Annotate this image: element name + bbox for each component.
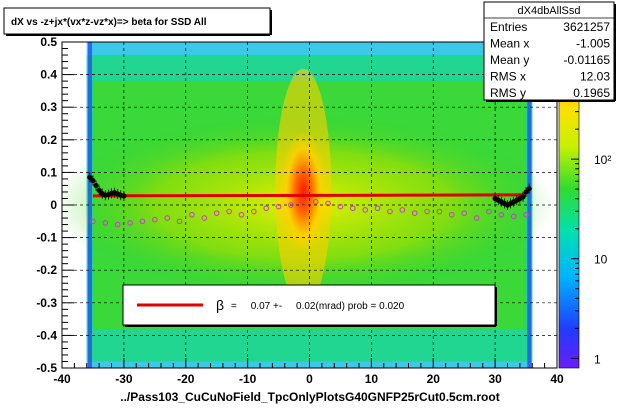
series-1-point [288, 202, 294, 208]
series-0-point [520, 194, 526, 200]
series-1-point [411, 210, 418, 216]
series-1-point [461, 210, 467, 216]
y-axis: -0.5 -0.4 -0.3 -0.2 -0.1 0 0.1 0.2 0.3 0.4 0.5 [36, 35, 74, 375]
title-box: dX vs -z+jx*(vx*z-vz*x)=> beta for SSD A… [3, 7, 272, 36]
data-series-layer [87, 172, 532, 228]
fit-line [92, 193, 527, 198]
y-tick-label: -0.1 [36, 231, 57, 245]
series-1-point [226, 208, 232, 215]
legend-box: β = 0.07 +- 0.02(mrad) prob = 0.020 [122, 284, 497, 327]
y-tick-label: -0.4 [36, 328, 57, 342]
series-1-point [189, 211, 195, 218]
y-tick-label: -0.5 [36, 361, 57, 375]
legend-symbol: β [216, 297, 224, 313]
x-tick-label: 0 [306, 372, 313, 386]
x-tick-label: 30 [488, 372, 502, 386]
series-1-point [387, 208, 393, 215]
series-1-point [473, 215, 480, 221]
series-0-point [526, 186, 532, 192]
series-0-point [87, 174, 93, 180]
series-1-point [300, 200, 307, 207]
stats-label: RMS y [490, 86, 526, 100]
series-1-point [350, 205, 356, 212]
series-1-point [510, 213, 517, 220]
series-1-point [337, 203, 344, 210]
series-1-point [176, 218, 183, 225]
y-tick-label: 0.2 [40, 133, 57, 147]
heat-edge-left [87, 42, 92, 368]
stats-name: dX4dbAllSsd [518, 5, 581, 17]
series-1-point [325, 200, 331, 207]
chart-title: dX vs -z+jx*(vx*z-vz*x)=> beta for SSD A… [11, 17, 207, 28]
stats-label: Entries [490, 20, 527, 34]
series-1-point [251, 208, 257, 215]
stats-value: 3621257 [563, 20, 610, 34]
stats-value: -0.01165 [564, 53, 611, 67]
stats-label: Mean y [490, 53, 529, 67]
series-1-point [523, 211, 529, 218]
x-tick-label: 10 [365, 372, 379, 386]
heat-core [279, 129, 328, 254]
y-tick-label: 0.3 [40, 100, 57, 114]
y-tick-label: 0.1 [40, 165, 57, 179]
series-1-point [449, 211, 455, 218]
series-0-point [96, 187, 102, 193]
series-1-point [362, 207, 368, 213]
heatmap-cells [62, 42, 554, 368]
z-tick-label: 10² [594, 153, 611, 167]
series-1-point [424, 208, 430, 215]
series-1-point [164, 215, 170, 221]
series-1-point [275, 203, 282, 210]
series-1-point [114, 221, 121, 228]
x-tick-label: 20 [427, 372, 441, 386]
z-tick-label: 1 [594, 352, 601, 366]
stats-label: Mean x [490, 37, 529, 51]
stats-box: dX4dbAllSsd Entries 3621257 Mean x -1.005 Me… [483, 1, 616, 102]
legend-text: = 0.07 +- 0.02(mrad) prob = 0.020 [231, 301, 405, 312]
stats-value: 0.1965 [573, 86, 610, 100]
series-1-point [102, 220, 109, 226]
stats-value: 12.03 [580, 70, 610, 84]
x-tick-label: -40 [53, 372, 71, 386]
series-1-point [486, 208, 492, 215]
x-tick-label: 40 [550, 372, 564, 386]
series-0-point [523, 189, 529, 195]
x-axis: -40 -30 -20 -10 0 10 20 30 40 [53, 358, 564, 386]
series-1-point [498, 211, 505, 218]
series-1-point [201, 215, 208, 221]
x-tick-label: -30 [115, 372, 133, 386]
series-1-point [399, 207, 406, 213]
x-axis-label: ../Pass103_CuCuNoField_TpcOnlyPlotsG40GN… [120, 390, 499, 404]
series-0-point [90, 177, 96, 184]
series-1-point [312, 198, 319, 205]
z-tick-label: 10 [594, 253, 608, 267]
stats-rows: Entries 3621257 Mean x -1.005 Mean y -0.01165… [490, 20, 610, 100]
stats-label: RMS x [490, 70, 526, 84]
series-1-point [263, 205, 269, 212]
y-tick-label: 0.4 [40, 68, 57, 82]
heat-edge-right [527, 42, 532, 368]
y-tick-label: 0 [50, 198, 57, 212]
stats-value: -1.005 [576, 37, 610, 51]
series-1-point [127, 220, 133, 226]
title-frame [3, 7, 271, 35]
series-1-point [436, 208, 443, 215]
x-tick-label: -10 [239, 372, 257, 386]
series-1-point [213, 210, 220, 216]
series-1-point [374, 205, 381, 212]
series-0-point [121, 193, 127, 199]
series-0-point [93, 182, 99, 189]
series-1-point [90, 218, 96, 225]
y-tick-label: -0.3 [36, 296, 57, 310]
x-tick-label: -20 [177, 372, 195, 386]
y-tick-label: 0.5 [40, 35, 57, 49]
series-1-point [238, 211, 245, 218]
fit-line-layer [92, 193, 527, 198]
series-1-point [139, 218, 146, 225]
y-tick-label: -0.2 [36, 263, 57, 277]
series-1-point [152, 216, 158, 223]
